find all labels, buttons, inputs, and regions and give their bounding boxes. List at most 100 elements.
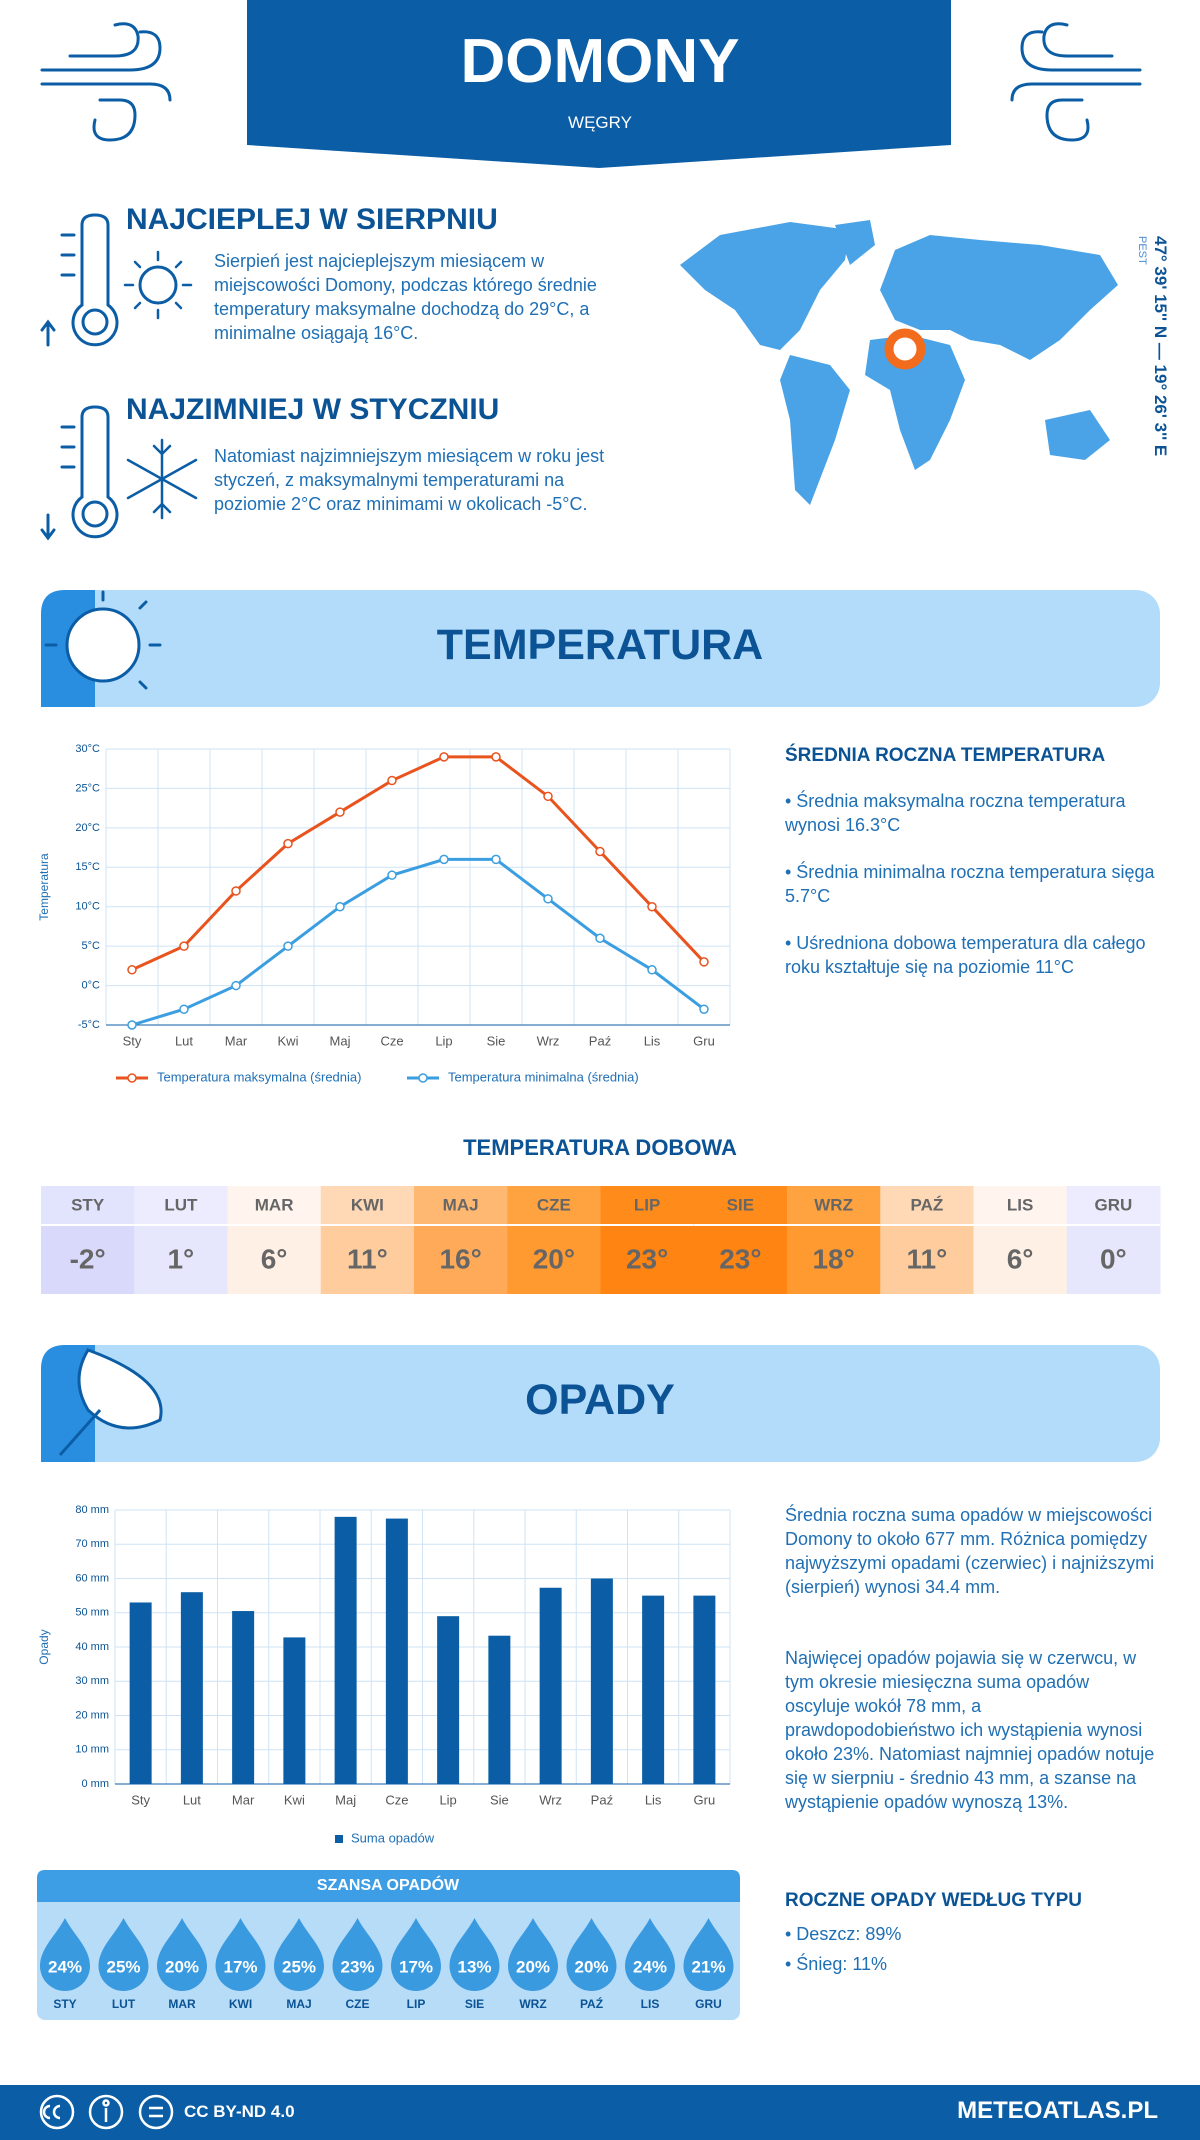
drop: [40, 1918, 90, 1991]
y-tick-label: 10°C: [75, 901, 100, 913]
drop: [332, 1918, 383, 1991]
stat: • Uśredniona dobowa temperatura dla całe…: [785, 933, 1146, 977]
chance-month: LIP: [407, 1997, 426, 2011]
point: [439, 854, 449, 865]
chance-month: STY: [53, 1997, 76, 2011]
month-label: LUT: [164, 1195, 198, 1214]
month-header-cell: [507, 1186, 601, 1225]
point: [491, 854, 501, 865]
chance-month: SIE: [465, 1997, 484, 2011]
y-tick-label: 20°C: [75, 822, 100, 834]
temp-cell: [880, 1225, 974, 1294]
x-tick-label: Lis: [644, 1033, 661, 1048]
x-tick-label: Paź: [589, 1033, 611, 1048]
chance-label: 20%: [574, 1957, 608, 1976]
month-label: CZE: [537, 1195, 571, 1214]
chance-label: 24%: [633, 1957, 667, 1976]
month-header-cell: [414, 1186, 508, 1225]
temp-cell: [693, 1225, 788, 1294]
x-tick-label: Cze: [385, 1792, 408, 1807]
point: [335, 807, 345, 817]
warmest-title: NAJCIEPLEJ W SIERPNIU: [126, 203, 498, 236]
point: [179, 941, 189, 951]
chance-chart: SZANSA OPADÓW 24% STY 25% LUT 20% MAR 17% KWI 25%…: [40, 1875, 734, 2011]
location-marker: [884, 328, 926, 370]
point: [231, 980, 241, 991]
point: [283, 941, 293, 951]
site: METEOATLAS.PL: [957, 2097, 1158, 2124]
x-tick-label: Lut: [175, 1033, 193, 1048]
chance-month: PAŹ: [580, 1996, 603, 2011]
daily-table: STY -2° LUT 1° MAR 6° KWI 11° MAJ 16° CZE 20° LIP 23°…: [41, 1186, 1161, 1294]
temp-label: 20°: [533, 1243, 575, 1274]
chance-label: 25%: [282, 1957, 316, 1976]
bar: [437, 1616, 460, 1784]
month-label: LIS: [1007, 1195, 1033, 1214]
point: [439, 752, 449, 762]
bar: [539, 1587, 562, 1784]
y-tick-label: 10 mm: [75, 1744, 109, 1756]
point: [387, 775, 397, 786]
drop: [625, 1918, 675, 1991]
precipitation-text: Najwięcej opadów pojawia się w czerwcu, …: [785, 1648, 1155, 1812]
temperature-heading: TEMPERATURA: [436, 621, 764, 669]
legend-point: [418, 1073, 428, 1083]
month-label: MAR: [255, 1195, 294, 1214]
temp-label: 1°: [167, 1243, 194, 1274]
month-label: WRZ: [814, 1195, 853, 1214]
chance-label: 17%: [223, 1957, 257, 1976]
legend-label: Temperatura maksymalna (średnia): [157, 1069, 361, 1084]
temp-cell: [600, 1225, 695, 1294]
point: [595, 846, 605, 857]
month-header-cell: [41, 1186, 135, 1225]
chance-month: LIS: [641, 1997, 660, 2011]
x-tick-label: Mar: [232, 1792, 255, 1807]
temp-label: 11°: [347, 1243, 388, 1274]
point: [595, 933, 605, 944]
chance-title: SZANSA OPADÓW: [317, 1875, 460, 1894]
chance-month: MAR: [168, 1997, 196, 2011]
temp-cell: [41, 1225, 135, 1294]
x-tick-label: Paź: [591, 1792, 613, 1807]
month-header-cell: [787, 1186, 881, 1225]
x-tick-label: Gru: [694, 1792, 716, 1807]
drop: [391, 1918, 441, 1991]
temp-label: 16°: [439, 1243, 481, 1274]
point: [699, 957, 709, 967]
point: [127, 1020, 137, 1030]
x-tick-label: Mar: [225, 1033, 248, 1048]
temp-cell: [320, 1225, 415, 1294]
x-tick-label: Wrz: [539, 1792, 562, 1807]
coldest-text: Natomiast najzimniejszym miesiącem w rok…: [214, 446, 605, 514]
month-label: KWI: [351, 1195, 384, 1214]
coldest-title: NAJZIMNIEJ W STYCZNIU: [126, 393, 500, 426]
y-tick-label: 40 mm: [75, 1641, 109, 1653]
bar: [590, 1578, 613, 1784]
x-tick-label: Kwi: [278, 1033, 299, 1048]
y-tick-label: 5°C: [82, 940, 101, 952]
month-label: LIP: [634, 1195, 660, 1214]
chance-label: 17%: [399, 1957, 433, 1976]
bar: [385, 1518, 408, 1784]
temp-label: 18°: [812, 1243, 854, 1274]
y-tick-label: 0 mm: [82, 1778, 110, 1790]
y-tick-label: 15°C: [75, 861, 100, 873]
month-label: GRU: [1094, 1195, 1132, 1214]
daily-title: TEMPERATURA DOBOWA: [463, 1135, 737, 1160]
point: [699, 1004, 709, 1014]
drop: [215, 1918, 266, 1991]
month-header-cell: [134, 1186, 228, 1225]
drop: [274, 1918, 324, 1991]
chance-label: 20%: [516, 1957, 550, 1976]
point: [543, 791, 553, 802]
bar: [642, 1595, 665, 1784]
y-axis-label: Opady: [37, 1629, 51, 1664]
wind-icon: [40, 22, 1142, 142]
x-tick-label: Lut: [183, 1792, 201, 1807]
chance-month: MAJ: [286, 1997, 311, 2011]
line-series: [131, 755, 706, 972]
x-tick-label: Maj: [335, 1792, 356, 1807]
month-label: SIE: [727, 1195, 754, 1214]
point: [179, 1004, 189, 1014]
